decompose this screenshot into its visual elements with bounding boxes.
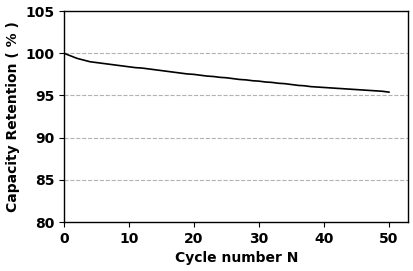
Y-axis label: Capacity Retention ( % ): Capacity Retention ( % ) (5, 21, 19, 212)
X-axis label: Cycle number N: Cycle number N (174, 251, 297, 265)
